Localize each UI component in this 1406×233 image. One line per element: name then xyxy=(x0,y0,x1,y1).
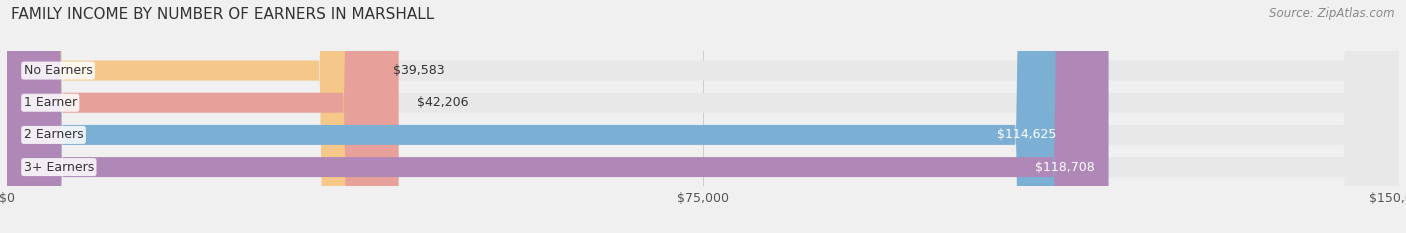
FancyBboxPatch shape xyxy=(7,0,1399,233)
FancyBboxPatch shape xyxy=(7,0,1399,233)
Text: $118,708: $118,708 xyxy=(1035,161,1095,174)
FancyBboxPatch shape xyxy=(7,0,1399,233)
Text: $114,625: $114,625 xyxy=(997,128,1057,141)
FancyBboxPatch shape xyxy=(7,0,374,233)
Text: FAMILY INCOME BY NUMBER OF EARNERS IN MARSHALL: FAMILY INCOME BY NUMBER OF EARNERS IN MA… xyxy=(11,7,434,22)
Text: Source: ZipAtlas.com: Source: ZipAtlas.com xyxy=(1270,7,1395,20)
FancyBboxPatch shape xyxy=(7,0,1108,233)
Text: No Earners: No Earners xyxy=(24,64,93,77)
FancyBboxPatch shape xyxy=(7,0,1071,233)
Text: $39,583: $39,583 xyxy=(392,64,444,77)
Text: 2 Earners: 2 Earners xyxy=(24,128,83,141)
Text: 1 Earner: 1 Earner xyxy=(24,96,77,109)
FancyBboxPatch shape xyxy=(7,0,399,233)
FancyBboxPatch shape xyxy=(7,0,1399,233)
Text: 3+ Earners: 3+ Earners xyxy=(24,161,94,174)
Text: $42,206: $42,206 xyxy=(418,96,468,109)
